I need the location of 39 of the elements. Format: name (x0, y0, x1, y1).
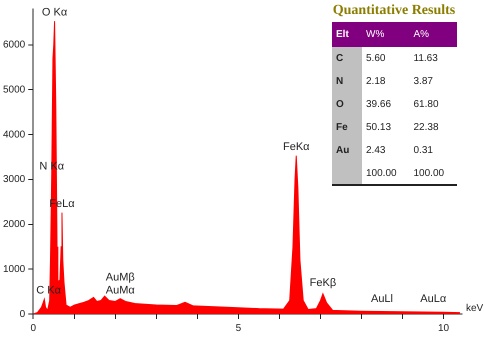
y-tick-label: 1000 (2, 264, 26, 275)
annotation: W% (365, 28, 386, 42)
x-axis-title: keV (466, 302, 484, 314)
annotation: A% (412, 28, 430, 42)
annotation: Fe (332, 116, 362, 139)
annotation: 2.18 (365, 75, 386, 89)
annotation: 0.31 (412, 144, 434, 158)
annotation: 100.00 (365, 166, 398, 180)
x-tick-label: 0 (30, 322, 36, 334)
annotation: AuMα (106, 284, 136, 296)
annotation: Au (332, 139, 362, 162)
annotation: 39.66 (365, 98, 392, 112)
annotation: O Kα (42, 6, 68, 19)
annotation: 3.87 (412, 75, 434, 89)
y-tick-label: 4000 (2, 129, 26, 140)
annotation: Elt (335, 28, 350, 42)
annotation: FeKα (282, 141, 310, 154)
y-tick-label: 2000 (2, 219, 26, 230)
annotation: 50.13 (365, 121, 392, 135)
annotation: 22.38 (412, 121, 440, 135)
annotation: 100.00 (412, 166, 446, 180)
y-tick-label: 6000 (2, 40, 26, 51)
annotation: AuLl (370, 292, 394, 305)
annotation: FeKβ (310, 277, 336, 290)
y-tick-label: 5000 (2, 84, 26, 96)
annotation: 5.60 (365, 52, 386, 66)
annotation: 61.80 (412, 98, 440, 112)
annotation: C (332, 47, 362, 70)
annotation: 2.43 (365, 144, 386, 158)
y-tick-label: 3000 (2, 174, 26, 186)
annotation: 11.63 (412, 52, 439, 66)
annotation: N (332, 70, 362, 93)
y-tick-label: 0 (20, 308, 26, 320)
x-tick-label: 5 (236, 322, 242, 334)
annotation: Quantitative Results (332, 3, 456, 19)
annotation: AuLα (420, 292, 447, 305)
annotation: O (332, 93, 362, 116)
x-tick-label: 10 (438, 322, 450, 334)
annotation: AuMβ (106, 271, 135, 284)
